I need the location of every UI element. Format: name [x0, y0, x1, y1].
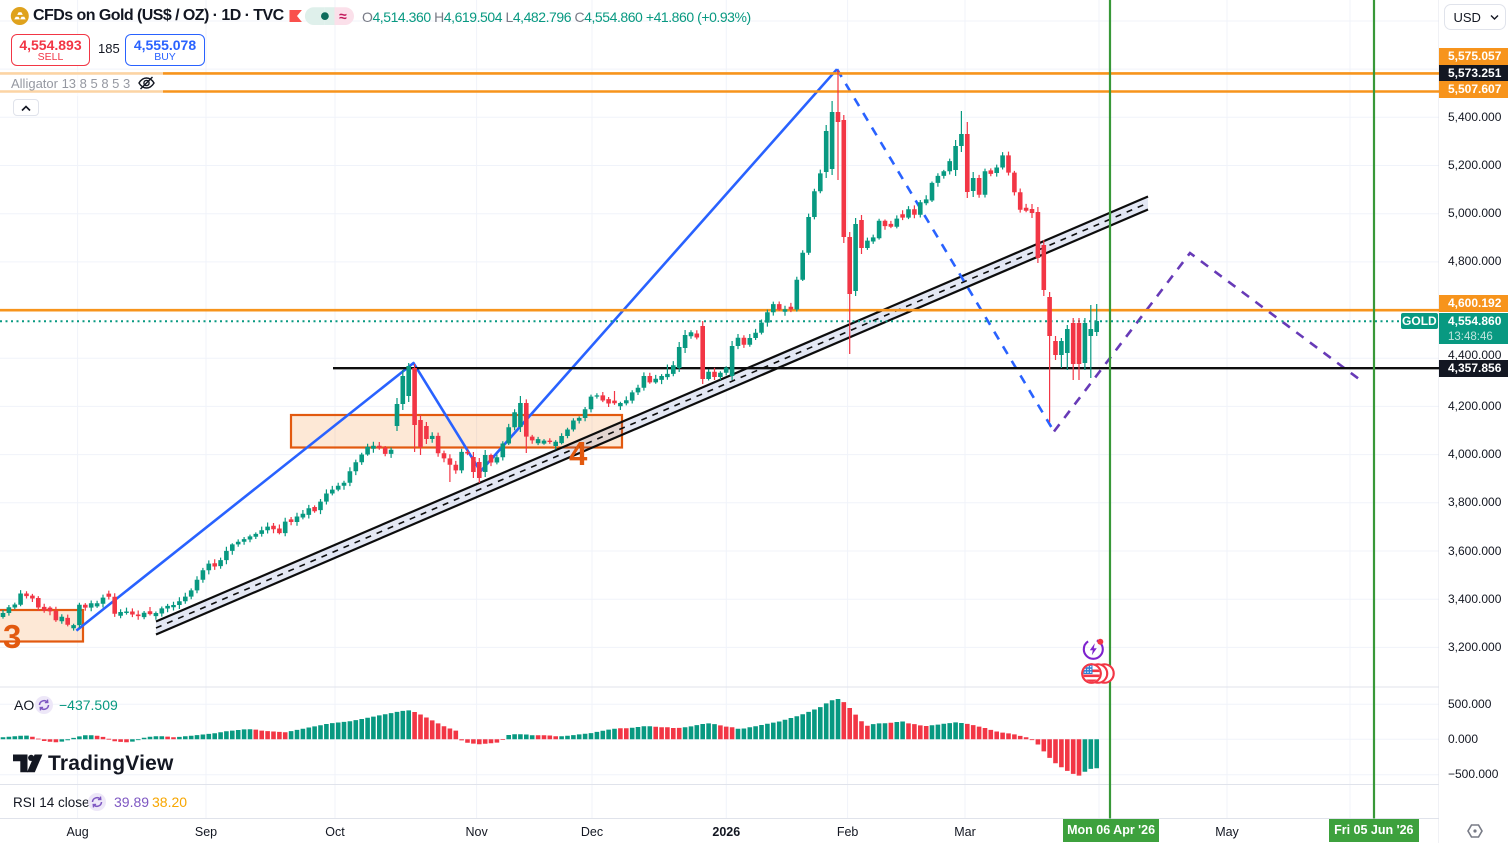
svg-text:4: 4: [569, 435, 588, 472]
svg-text:≈: ≈: [339, 8, 347, 24]
svg-text:3: 3: [3, 618, 21, 655]
